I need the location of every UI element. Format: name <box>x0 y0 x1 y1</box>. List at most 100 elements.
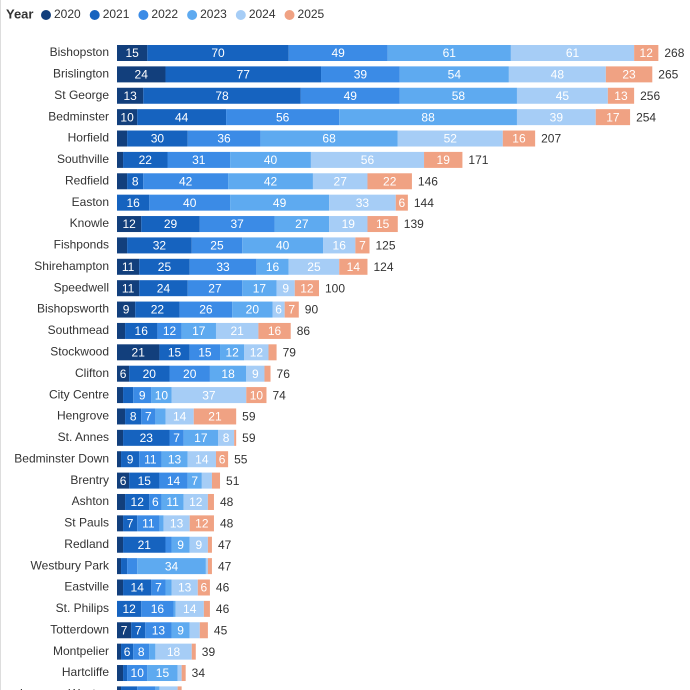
bar-segment <box>149 493 162 510</box>
bar-segment <box>207 493 214 510</box>
segment-label: 8 <box>130 410 137 424</box>
bar-segment <box>199 622 208 639</box>
bar-segment <box>117 280 140 297</box>
legend-swatch <box>235 10 246 20</box>
bar-segment <box>207 536 212 553</box>
segment-label: 7 <box>135 623 142 637</box>
bar-segment <box>159 686 178 690</box>
bar-segment <box>149 643 156 660</box>
segment-label: 22 <box>151 303 165 317</box>
bar-segment <box>117 472 130 489</box>
bar-segment <box>179 301 233 318</box>
segment-label: 9 <box>195 538 202 552</box>
bar-segment <box>516 87 608 104</box>
segment-label: 16 <box>126 196 140 210</box>
bar-segment <box>117 686 122 690</box>
bar-segment <box>367 216 398 233</box>
segment-label: 16 <box>333 239 347 253</box>
bar-segment <box>244 344 269 361</box>
segment-label: 7 <box>173 431 180 445</box>
segment-label: 15 <box>156 666 170 680</box>
bar-segment <box>117 344 160 361</box>
total-label: 47 <box>218 559 232 573</box>
bar-segment <box>183 493 208 510</box>
bar-segment <box>127 237 192 254</box>
segment-label: 44 <box>175 110 189 124</box>
segment-label: 21 <box>208 410 222 424</box>
bar-segment <box>355 237 370 254</box>
total-label: 144 <box>414 196 434 210</box>
bar-segment <box>339 109 517 126</box>
bar-segment <box>165 408 194 425</box>
total-label: 34 <box>192 666 206 680</box>
segment-label: 23 <box>140 431 154 445</box>
bar-segment <box>159 472 188 489</box>
y-tick-label: St Pauls <box>64 516 109 530</box>
total-label: 124 <box>373 260 393 274</box>
bar-segment <box>310 151 425 168</box>
bar-segment <box>177 686 182 690</box>
segment-label: 14 <box>347 260 361 274</box>
bar-segment <box>339 258 368 275</box>
bar-segment <box>230 194 330 211</box>
bar-segment <box>117 387 124 404</box>
segment-label: 13 <box>152 623 166 637</box>
bar-segment <box>117 216 142 233</box>
segment-label: 17 <box>253 281 267 295</box>
bar-segment <box>141 216 200 233</box>
segment-label: 52 <box>444 132 458 146</box>
bar-segment <box>161 451 188 468</box>
bar-segment <box>157 322 182 339</box>
legend-swatch <box>138 10 149 20</box>
bar-segment <box>139 451 162 468</box>
segment-label: 7 <box>191 474 198 488</box>
segment-label: 12 <box>640 46 654 60</box>
segment-label: 25 <box>158 260 172 274</box>
bar-segment <box>605 66 653 83</box>
bar-segment <box>143 87 301 104</box>
segment-label: 6 <box>124 645 131 659</box>
bar-segment <box>191 237 243 254</box>
bar-segment <box>117 408 126 425</box>
y-tick-label: Westbury Park <box>31 558 110 572</box>
y-tick-label: Totterdown <box>50 622 109 636</box>
total-label: 76 <box>277 367 291 381</box>
bar-segment <box>189 515 214 532</box>
total-label: 268 <box>664 46 684 60</box>
segment-label: 18 <box>221 367 235 381</box>
segment-label: 27 <box>208 281 222 295</box>
bar-segment <box>191 643 196 660</box>
bar-segment <box>159 344 190 361</box>
bar-segment <box>129 472 160 489</box>
segment-label: 6 <box>120 474 127 488</box>
bar-segment <box>155 643 192 660</box>
segment-label: 88 <box>421 110 435 124</box>
segment-label: 13 <box>614 89 628 103</box>
total-label: 46 <box>216 581 230 595</box>
segment-label: 7 <box>145 410 152 424</box>
bar-segment <box>183 429 218 446</box>
bar-segment <box>123 151 168 168</box>
bar-segment <box>209 365 247 382</box>
bar-segment <box>117 109 138 126</box>
y-tick-label: Shirehampton <box>34 259 109 273</box>
y-tick-label: Knowle <box>70 216 110 230</box>
legend-title: Year <box>6 6 33 21</box>
total-label: 47 <box>218 538 232 552</box>
legend-swatch <box>284 10 295 20</box>
bar-segment <box>169 429 184 446</box>
segment-label: 6 <box>275 303 282 317</box>
y-tick-label: Hengrove <box>57 409 109 423</box>
bar-segment <box>145 622 172 639</box>
segment-label: 20 <box>246 303 260 317</box>
bar-segment <box>155 686 160 690</box>
y-tick-label: Southville <box>57 152 109 166</box>
bar-segment <box>284 301 299 318</box>
bar-segment <box>125 322 158 339</box>
bar-segment <box>329 216 368 233</box>
bar-segment <box>399 87 517 104</box>
segment-label: 56 <box>361 153 375 167</box>
segment-label: 15 <box>168 345 182 359</box>
segment-label: 27 <box>295 217 309 231</box>
segment-label: 10 <box>155 388 169 402</box>
